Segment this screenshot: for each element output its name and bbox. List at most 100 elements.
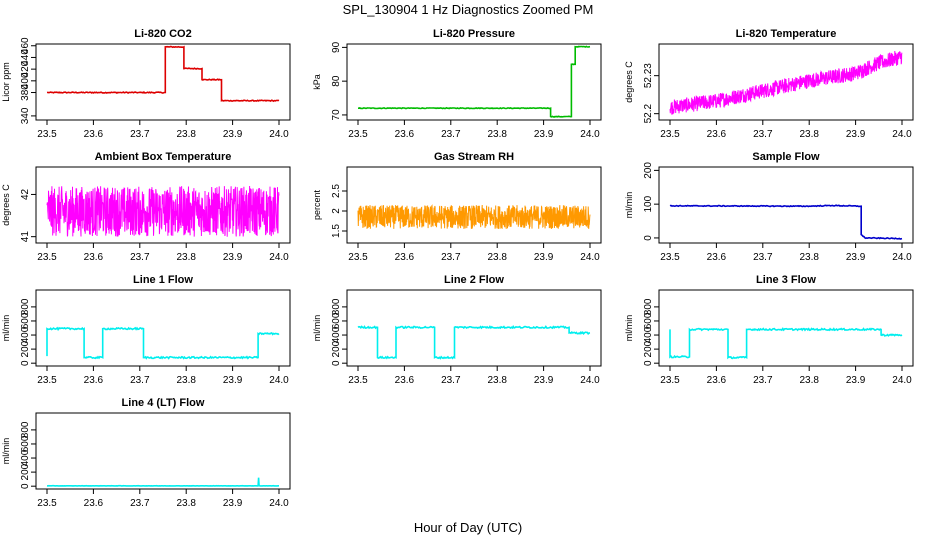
panel-7: Line 2 Flow 23.5 23.6 23.7 23.8 23.9 24.0 0 2004… (312, 274, 602, 386)
panel-0-ytick-label: 460 (20, 37, 31, 54)
panel-0-series-line (46, 45, 280, 103)
panel-0-ytick-label: 400 (20, 72, 31, 89)
panel-5-frame (658, 166, 914, 244)
panel-3-xtick-label: 23.6 (84, 252, 104, 263)
panel-7-ytick-label: 600 (331, 312, 342, 329)
panel-1-xtick-label: 23.7 (441, 129, 461, 140)
panel-9-ytick-label: 400 (20, 449, 31, 466)
panel-1-frame (346, 43, 602, 121)
panel-9: Line 4 (LT) Flow 23.5 23.6 23.7 23.8 23.9 24.0… (1, 397, 291, 509)
panel-7-xtick-label: 23.5 (348, 375, 368, 386)
panel-5-ytick-label: 0 (643, 235, 654, 241)
panel-5-ytick-label: 100 (643, 195, 654, 212)
panel-1-ytick-label: 70 (331, 109, 342, 121)
panel-6-ytick-label: 0 (20, 360, 31, 366)
panel-7-ylabel: ml/min (312, 315, 322, 342)
panel-5-ytick-label: 200 (643, 162, 654, 179)
panel-4-xtick-label: 23.8 (487, 252, 507, 263)
panel-7-series-line (357, 324, 591, 360)
panel-4-series-line (357, 204, 591, 230)
panel-1-series-line (358, 45, 591, 118)
panel-4-frame (346, 166, 602, 244)
panel-5-title: Sample Flow (752, 151, 820, 163)
panel-3-ytick-label: 41 (20, 231, 31, 243)
panel-5: Sample Flow 23.5 23.6 23.7 23.8 23.9 24.0 0 100 2… (624, 151, 914, 263)
panel-4-xtick-label: 23.9 (534, 252, 554, 263)
panel-6-title: Line 1 Flow (133, 274, 193, 286)
panel-6-xtick-label: 23.6 (84, 375, 104, 386)
panel-0-xtick-label: 23.8 (176, 129, 196, 140)
panel-5-xtick-label: 23.9 (846, 252, 866, 263)
panel-3-xtick-label: 23.7 (130, 252, 150, 263)
panel-7-ytick-label: 0 (331, 360, 342, 366)
panel-8-ytick-label: 200 (643, 340, 654, 357)
panel-4-ylabel: percent (312, 189, 322, 220)
panel-1-title: Li-820 Pressure (433, 28, 515, 40)
panel-4-xtick-label: 23.6 (395, 252, 415, 263)
panel-4-ytick-label: 1.5 (331, 224, 342, 238)
panel-8-xtick-label: 23.7 (753, 375, 773, 386)
panel-2-xtick-label: 23.5 (660, 129, 680, 140)
panel-0-ytick-label: 440 (20, 49, 31, 66)
panel-grid: Li-820 CO2 23.5 23.6 23.7 23.8 23.9 24.0 340 380… (1, 28, 914, 509)
panel-3-series-line (46, 185, 280, 237)
panel-5-xtick-label: 23.6 (707, 252, 727, 263)
panel-6-xtick-label: 23.8 (176, 375, 196, 386)
panel-6-frame (35, 289, 291, 367)
panel-2-frame (658, 43, 914, 121)
panel-9-xtick-label: 23.9 (223, 498, 243, 509)
panel-6-ylabel: ml/min (1, 315, 11, 342)
panel-1-ylabel: kPa (312, 74, 322, 90)
panel-0-ytick-label: 340 (20, 107, 31, 124)
panel-7-ytick-label: 400 (331, 326, 342, 343)
panel-6-xtick-label: 23.7 (130, 375, 150, 386)
panel-9-ytick-label: 200 (20, 463, 31, 480)
panel-0-xtick-label: 24.0 (269, 129, 289, 140)
panel-6-xtick-label: 23.5 (37, 375, 57, 386)
panel-8-ytick-label: 800 (643, 298, 654, 315)
panel-1-ytick-label: 80 (331, 75, 342, 87)
panel-6-series-line (46, 326, 280, 360)
panel-0-xtick-label: 23.6 (84, 129, 104, 140)
panel-8-xtick-label: 23.5 (660, 375, 680, 386)
panel-2-xtick-label: 23.7 (753, 129, 773, 140)
panel-9-xtick-label: 23.8 (176, 498, 196, 509)
panel-5-xtick-label: 23.7 (753, 252, 773, 263)
panel-8-xtick-label: 23.9 (846, 375, 866, 386)
panel-7-xtick-label: 23.7 (441, 375, 461, 386)
panel-1-xtick-label: 23.6 (395, 129, 415, 140)
panel-5-xtick-label: 23.5 (660, 252, 680, 263)
panel-9-xtick-label: 24.0 (269, 498, 289, 509)
panel-3-title: Ambient Box Temperature (95, 151, 232, 163)
figure-xlabel: Hour of Day (UTC) (414, 520, 522, 535)
panel-1: Li-820 Pressure 23.5 23.6 23.7 23.8 23.9 24.0 7… (312, 28, 602, 140)
panel-5-xtick-label: 24.0 (892, 252, 912, 263)
panel-3-ytick-label: 42 (20, 188, 31, 200)
panel-6-ytick-label: 400 (20, 326, 31, 343)
panel-9-xtick-label: 23.5 (37, 498, 57, 509)
panel-0-ylabel: Licor ppm (1, 62, 11, 102)
panel-6-xtick-label: 23.9 (223, 375, 243, 386)
panel-7-frame (346, 289, 602, 367)
panel-0-title: Li-820 CO2 (134, 28, 191, 40)
panel-5-ylabel: ml/min (624, 192, 634, 219)
panel-0-ytick-label: 380 (20, 84, 31, 101)
panel-7-xtick-label: 23.9 (534, 375, 554, 386)
panel-1-xtick-label: 23.5 (348, 129, 368, 140)
panel-8-ytick-label: 0 (643, 360, 654, 366)
panel-8-xtick-label: 24.0 (892, 375, 912, 386)
figure-title: SPL_130904 1 Hz Diagnostics Zoomed PM (343, 2, 594, 17)
panel-7-xtick-label: 23.8 (487, 375, 507, 386)
panel-8-xtick-label: 23.8 (799, 375, 819, 386)
panel-4-ytick-label: 2 (331, 208, 342, 214)
panel-2-series-line (669, 50, 903, 115)
panel-0-ytick-label: 420 (20, 60, 31, 77)
panel-2-xtick-label: 23.6 (707, 129, 727, 140)
panel-4: Gas Stream RH 23.5 23.6 23.7 23.8 23.9 24.0 1.5… (312, 151, 602, 263)
panel-9-ytick-label: 600 (20, 435, 31, 452)
panel-0-frame (35, 43, 291, 121)
panel-8-xtick-label: 23.6 (707, 375, 727, 386)
panel-8-frame (658, 289, 914, 367)
panel-3-xtick-label: 23.5 (37, 252, 57, 263)
panel-7-ytick-label: 800 (331, 298, 342, 315)
